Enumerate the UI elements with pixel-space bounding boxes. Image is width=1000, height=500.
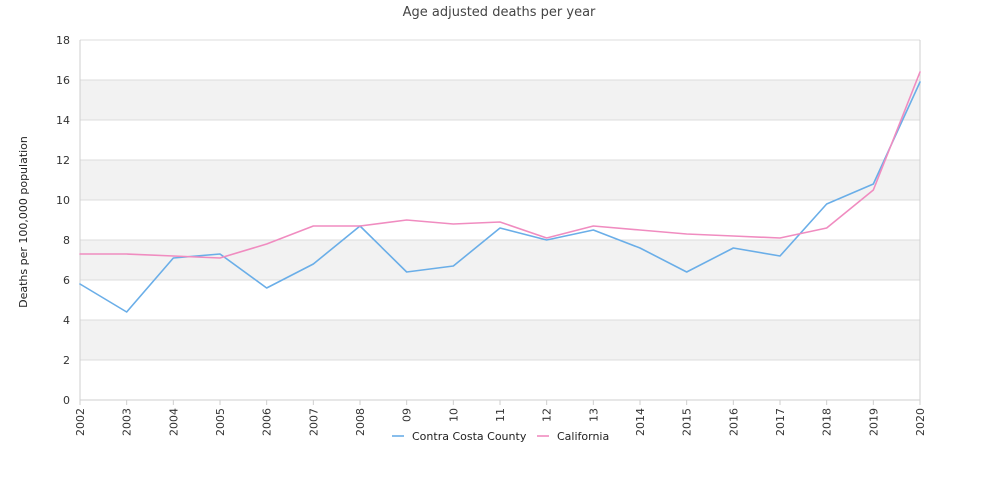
- x-tick-label: 2017: [774, 408, 787, 436]
- axes: [79, 40, 921, 405]
- y-axis-title: Deaths per 100,000 population: [17, 136, 30, 308]
- y-tick-label: 14: [56, 114, 70, 127]
- x-tick-label: 2019: [867, 408, 880, 436]
- x-tick-label: 2003: [121, 408, 134, 436]
- y-tick-label: 2: [63, 354, 70, 367]
- x-tick-label: 11: [494, 408, 507, 422]
- series-line-1: [79, 71, 921, 259]
- x-tick-label: 12: [541, 408, 554, 422]
- y-tick-label: 4: [63, 314, 70, 327]
- x-tick-label: 2008: [354, 408, 367, 436]
- background-band: [80, 320, 920, 360]
- series-line-0: [79, 81, 921, 313]
- y-tick-label: 12: [56, 154, 70, 167]
- x-tick-label: 2020: [914, 408, 927, 436]
- background-band: [80, 160, 920, 200]
- legend-label-0: Contra Costa County: [412, 430, 527, 443]
- y-tick-label: 6: [63, 274, 70, 287]
- x-tick-label: 13: [587, 408, 600, 422]
- x-tick-label: 2015: [681, 408, 694, 436]
- x-tick-label: 2016: [727, 408, 740, 436]
- y-tick-label: 8: [63, 234, 70, 247]
- chart-title: Age adjusted deaths per year: [403, 5, 596, 20]
- x-tick-label: 2006: [261, 408, 274, 436]
- x-tick-label: 2005: [214, 408, 227, 436]
- x-tick-label: 2004: [167, 408, 180, 436]
- x-tick-label: 2018: [821, 408, 834, 436]
- y-tick-label: 10: [56, 194, 70, 207]
- gridlines: [80, 39, 920, 401]
- background-band: [80, 240, 920, 280]
- x-tick-label: 2014: [634, 408, 647, 436]
- y-tick-labels: 0 2 4 6 8 10 12 14 16 18: [56, 34, 70, 407]
- y-tick-label: 18: [56, 34, 70, 47]
- y-tick-label: 0: [63, 394, 70, 407]
- x-tick-label: 09: [401, 408, 414, 422]
- y-tick-label: 16: [56, 74, 70, 87]
- x-tick-label: 2002: [74, 408, 87, 436]
- x-tick-label: 2007: [307, 408, 320, 436]
- series-lines: [79, 71, 921, 313]
- legend-label-1: California: [557, 430, 609, 443]
- legend: Contra Costa County California: [392, 430, 609, 443]
- x-tick-labels: 2002 2003 2004 2005 2006 2007 2008 09 10 11 12 13 20…: [74, 408, 927, 436]
- x-tick-label: 10: [447, 408, 460, 422]
- background-band: [80, 80, 920, 120]
- background-bands: [80, 80, 920, 360]
